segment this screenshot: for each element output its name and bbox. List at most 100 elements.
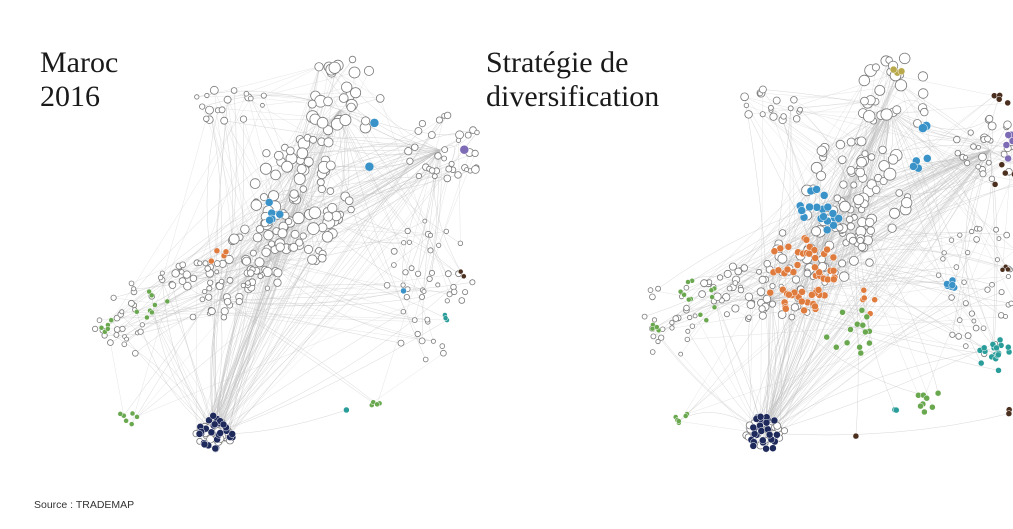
product-node bbox=[277, 228, 288, 239]
product-node bbox=[758, 85, 767, 94]
product-node-green bbox=[921, 408, 928, 416]
product-node bbox=[444, 270, 452, 278]
network-edge bbox=[351, 107, 454, 288]
product-node bbox=[299, 185, 307, 193]
product-node-orange bbox=[861, 294, 868, 302]
product-node bbox=[878, 145, 887, 155]
product-node-green bbox=[847, 326, 854, 333]
product-node bbox=[743, 102, 750, 109]
product-node bbox=[434, 152, 442, 160]
product-node bbox=[250, 199, 262, 211]
product-node bbox=[455, 130, 465, 140]
product-node bbox=[726, 285, 733, 292]
product-node bbox=[131, 286, 137, 292]
product-node-blue bbox=[948, 281, 957, 289]
product-node bbox=[348, 55, 357, 64]
product-node bbox=[788, 313, 796, 321]
product-node-orange bbox=[784, 243, 793, 251]
network-edge bbox=[889, 109, 968, 164]
product-node bbox=[895, 189, 904, 197]
product-node-brown bbox=[1002, 169, 1009, 177]
product-node bbox=[791, 275, 801, 284]
product-node bbox=[273, 150, 284, 161]
product-node-navy bbox=[762, 418, 771, 427]
product-node-teal bbox=[993, 344, 1000, 352]
network-edge bbox=[268, 149, 445, 223]
product-node bbox=[1003, 120, 1012, 129]
product-node bbox=[262, 266, 273, 277]
product-node bbox=[402, 269, 409, 276]
product-node-brown bbox=[461, 273, 467, 280]
product-node bbox=[683, 304, 690, 312]
product-node bbox=[348, 66, 361, 79]
product-node bbox=[758, 311, 767, 320]
product-node-teal bbox=[995, 351, 1002, 359]
network-edge bbox=[769, 109, 891, 428]
product-node bbox=[248, 95, 254, 102]
network-edge bbox=[769, 178, 993, 301]
product-node bbox=[328, 61, 341, 74]
product-node bbox=[669, 319, 675, 326]
product-node-orange bbox=[808, 291, 816, 299]
product-node bbox=[988, 175, 996, 183]
source-note: Source : TRADEMAP bbox=[34, 499, 135, 511]
product-node-orange bbox=[810, 246, 819, 254]
product-node bbox=[308, 206, 322, 219]
product-node bbox=[641, 313, 648, 320]
product-node bbox=[863, 110, 876, 123]
network-edge bbox=[209, 130, 419, 422]
network-edge bbox=[299, 194, 404, 244]
product-node bbox=[1000, 150, 1008, 158]
product-node bbox=[768, 300, 776, 308]
product-node bbox=[414, 127, 423, 135]
product-node-green bbox=[863, 313, 871, 321]
product-node bbox=[762, 294, 772, 304]
network-edge bbox=[763, 259, 821, 423]
network-edge bbox=[214, 216, 329, 434]
network-edge bbox=[104, 98, 251, 332]
product-node bbox=[218, 106, 226, 114]
product-node-green bbox=[708, 287, 715, 293]
product-node-orange bbox=[774, 266, 783, 275]
product-node bbox=[803, 269, 812, 278]
product-node bbox=[325, 160, 336, 171]
product-node-green bbox=[152, 302, 158, 308]
product-node bbox=[962, 343, 969, 349]
product-node bbox=[350, 87, 362, 99]
product-node bbox=[740, 264, 748, 272]
product-node bbox=[744, 292, 754, 301]
product-node bbox=[777, 310, 787, 319]
network-edge bbox=[814, 109, 891, 259]
product-node-green bbox=[823, 333, 830, 341]
product-node bbox=[955, 333, 963, 340]
product-node bbox=[252, 232, 263, 243]
product-node bbox=[204, 92, 210, 99]
product-node bbox=[987, 121, 997, 131]
product-node-green bbox=[148, 292, 155, 299]
product-node-green bbox=[859, 321, 867, 329]
product-node bbox=[415, 172, 422, 180]
product-node-teal bbox=[980, 344, 988, 352]
product-node bbox=[314, 62, 324, 72]
network-edge bbox=[206, 66, 320, 96]
product-node bbox=[451, 288, 458, 296]
product-node bbox=[179, 261, 187, 269]
product-node-navy bbox=[195, 430, 204, 438]
product-node bbox=[218, 278, 225, 285]
product-node-orange bbox=[805, 249, 813, 258]
network-edge bbox=[252, 109, 341, 283]
network-edge bbox=[214, 319, 448, 434]
product-node-green bbox=[134, 414, 140, 420]
product-node bbox=[964, 160, 971, 167]
network-edge bbox=[227, 259, 313, 432]
network-edge bbox=[833, 109, 891, 271]
network-edge bbox=[219, 288, 408, 305]
product-node bbox=[469, 279, 476, 286]
product-node bbox=[887, 154, 899, 165]
network-edge bbox=[989, 140, 1013, 160]
network-edge bbox=[214, 119, 440, 434]
network-edge bbox=[989, 149, 1013, 164]
network-edge bbox=[210, 109, 341, 440]
product-node-green bbox=[108, 317, 114, 323]
network-edge bbox=[373, 353, 444, 403]
